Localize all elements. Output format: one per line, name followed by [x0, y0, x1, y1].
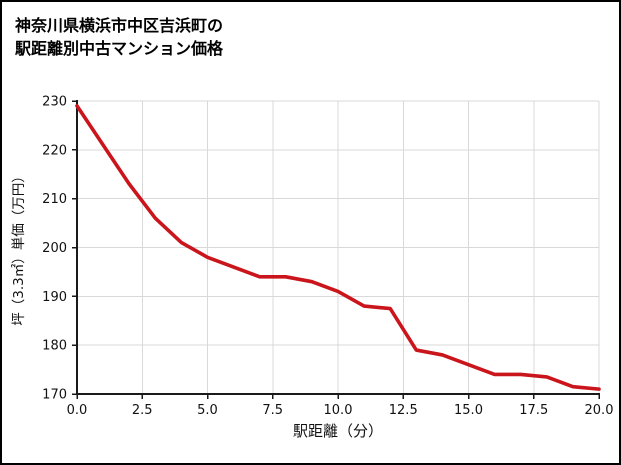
y-tick-label: 190 [42, 290, 67, 305]
x-tick-label: 15.0 [454, 403, 483, 418]
y-tick-label: 200 [42, 241, 67, 256]
x-tick-label: 10.0 [324, 403, 353, 418]
y-axis-title: 坪（3.3㎡）単価（万円） [11, 169, 27, 325]
chart-title-line2: 駅距離別中古マンション価格 [15, 39, 224, 59]
x-tick-label: 17.5 [519, 403, 548, 418]
x-tick-label: 5.0 [197, 403, 218, 418]
price-line [75, 104, 601, 391]
chart-title-line1: 神奈川県横浜市中区吉浜町の [15, 16, 224, 35]
x-tick-label: 0.0 [67, 403, 88, 418]
x-tick-label: 20.0 [585, 403, 614, 418]
x-tick-label: 2.5 [132, 403, 153, 418]
y-tick-label: 170 [42, 388, 67, 403]
y-tick-label: 220 [42, 143, 67, 158]
x-tick-label: 7.5 [262, 403, 283, 418]
x-axis-title: 駅距離（分） [293, 422, 383, 440]
x-tick-label: 12.5 [389, 403, 418, 418]
chart-title: 神奈川県横浜市中区吉浜町の 駅距離別中古マンション価格 [15, 14, 223, 60]
y-tick-label: 230 [42, 95, 67, 110]
y-tick-label: 210 [42, 192, 67, 207]
y-tick-label: 180 [42, 339, 67, 354]
